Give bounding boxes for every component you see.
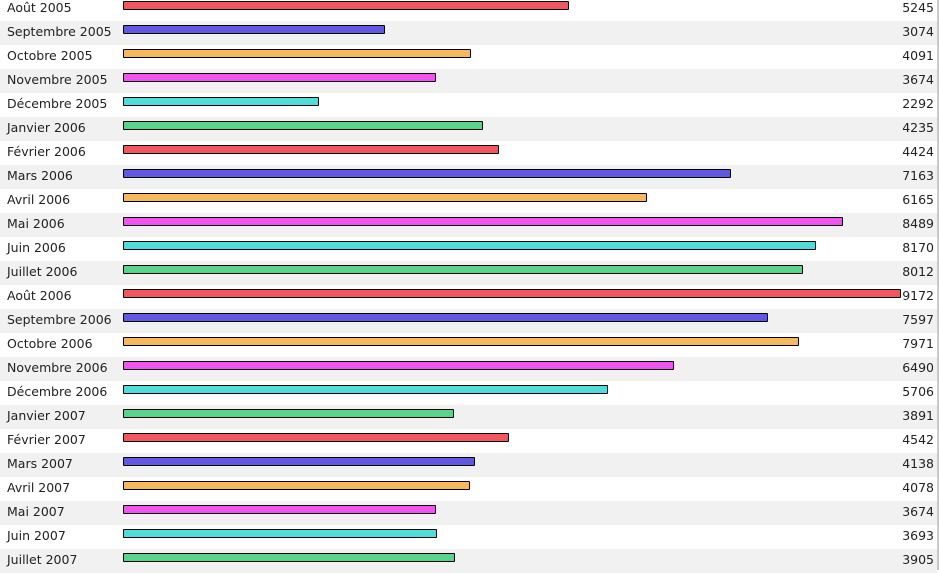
data-label: 3074 [902,24,934,39]
category-label: Août 2005 [7,0,72,15]
category-label: Septembre 2005 [7,24,112,39]
data-label: 3674 [902,72,934,87]
data-label: 3674 [902,504,934,519]
category-label: Décembre 2006 [7,384,108,399]
category-label: Mars 2006 [7,168,73,183]
chart-row: Octobre 2006 7971 [0,333,937,357]
bar [123,553,455,562]
bar [123,313,768,322]
data-label: 7597 [902,312,934,327]
data-label: 4235 [902,120,934,135]
category-label: Juillet 2006 [7,264,78,279]
bar [123,145,499,154]
data-label: 3891 [902,408,934,423]
data-label: 3693 [902,528,934,543]
bar [123,337,799,346]
bar [123,409,454,418]
bar [123,121,483,130]
bar [123,217,843,226]
chart-row: Novembre 2005 3674 [0,69,937,93]
data-label: 4091 [902,48,934,63]
chart-row: Mai 2007 3674 [0,501,937,525]
data-label: 6490 [902,360,934,375]
category-label: Juillet 2007 [7,552,78,567]
data-label: 8170 [902,240,934,255]
data-label: 3905 [902,552,934,567]
chart-row: Juillet 2007 3905 [0,549,937,573]
category-label: Janvier 2007 [7,408,86,423]
data-label: 4138 [902,456,934,471]
data-label: 8489 [902,216,934,231]
chart-row: Août 2005 5245 [0,0,937,21]
data-label: 8012 [902,264,934,279]
bar [123,1,569,10]
chart-row: Décembre 2006 5706 [0,381,937,405]
bar [123,265,803,274]
chart-row: Octobre 2005 4091 [0,45,937,69]
category-label: Mai 2006 [7,216,65,231]
chart-row: Décembre 2005 2292 [0,93,937,117]
bar [123,169,731,178]
data-label: 4424 [902,144,934,159]
bar [123,97,319,106]
category-label: Novembre 2006 [7,360,108,375]
chart-row: Mars 2007 4138 [0,453,937,477]
category-label: Juin 2007 [7,528,66,543]
chart-row: Août 2006 9172 [0,285,937,309]
chart-row: Juin 2006 8170 [0,237,937,261]
category-label: Octobre 2005 [7,48,93,63]
bar [123,433,509,442]
chart-row: Avril 2007 4078 [0,477,937,501]
bar [123,73,436,82]
category-label: Octobre 2006 [7,336,93,351]
data-label: 4542 [902,432,934,447]
category-label: Février 2006 [7,144,86,159]
data-label: 7163 [902,168,934,183]
data-label: 2292 [902,96,934,111]
bar [123,529,437,538]
chart-row: Novembre 2006 6490 [0,357,937,381]
category-label: Février 2007 [7,432,86,447]
data-label: 7971 [902,336,934,351]
chart-row: Février 2007 4542 [0,429,937,453]
bar [123,241,816,250]
bar [123,289,901,298]
chart-row: Février 2006 4424 [0,141,937,165]
bar [123,481,470,490]
data-label: 9172 [902,288,934,303]
category-label: Avril 2006 [7,192,71,207]
bar [123,361,674,370]
data-label: 5245 [902,0,934,15]
chart-row: Mai 2006 8489 [0,213,937,237]
chart-row: Juillet 2006 8012 [0,261,937,285]
data-label: 6165 [902,192,934,207]
category-label: Août 2006 [7,288,72,303]
bar [123,193,647,202]
chart-row: Janvier 2006 4235 [0,117,937,141]
chart-row: Septembre 2005 3074 [0,21,937,45]
category-label: Mars 2007 [7,456,73,471]
chart-row: Janvier 2007 3891 [0,405,937,429]
chart-row: Mars 2006 7163 [0,165,937,189]
bar [123,49,471,58]
category-label: Novembre 2005 [7,72,108,87]
category-label: Septembre 2006 [7,312,112,327]
bar [123,25,385,34]
bar [123,505,436,514]
data-label: 5706 [902,384,934,399]
data-label: 4078 [902,480,934,495]
category-label: Juin 2006 [7,240,66,255]
category-label: Mai 2007 [7,504,65,519]
chart-row: Septembre 2006 7597 [0,309,937,333]
category-label: Décembre 2005 [7,96,108,111]
category-label: Janvier 2006 [7,120,86,135]
chart-row: Avril 2006 6165 [0,189,937,213]
bar [123,457,475,466]
chart-row: Juin 2007 3693 [0,525,937,549]
category-label: Avril 2007 [7,480,71,495]
bar [123,385,608,394]
